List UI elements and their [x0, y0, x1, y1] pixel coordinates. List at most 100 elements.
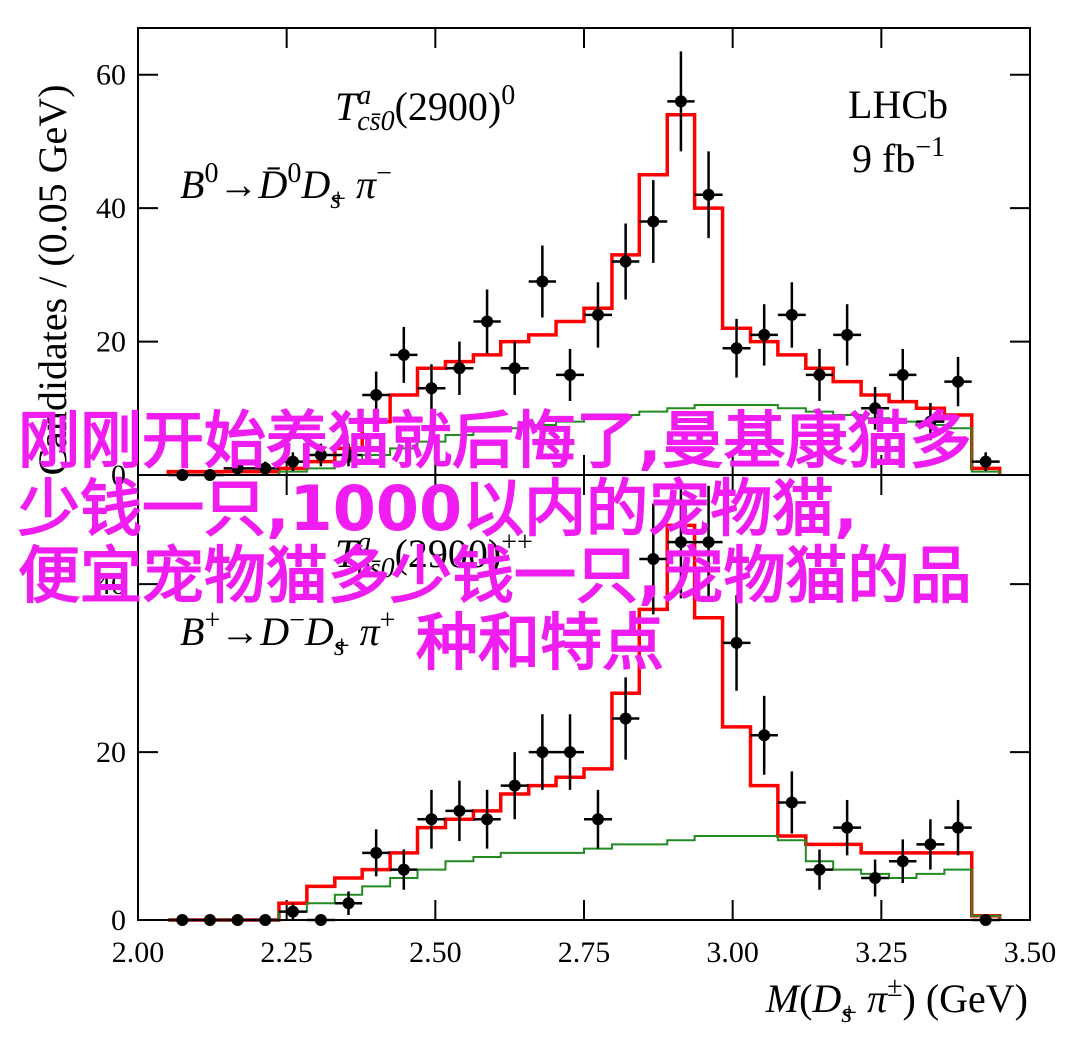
overlay-text: 少钱一只,1000以内的宠物猫, — [18, 472, 858, 545]
text-segment: − — [289, 605, 305, 636]
text-segment: D — [300, 162, 330, 207]
text-segment: + — [841, 998, 857, 1029]
rich-text: 9 fb−1 — [852, 132, 945, 181]
data-point — [702, 536, 715, 549]
text-segment: π — [857, 976, 888, 1021]
data-point — [370, 388, 383, 401]
text-segment: − — [376, 158, 392, 189]
text-segment: (2900) — [395, 84, 502, 129]
data-point — [508, 779, 521, 792]
text-segment: + — [330, 184, 346, 215]
y-tick-label: 40 — [96, 192, 126, 225]
text-segment: D — [304, 609, 334, 654]
data-point — [481, 315, 494, 328]
model-histogram — [168, 835, 1001, 921]
data-point — [453, 804, 466, 817]
overlay-text: 刚刚开始养猫就后悔了,曼基康猫多 — [18, 404, 972, 477]
text-segment: + — [204, 605, 220, 636]
data-point — [425, 382, 438, 395]
experiment-label: LHCb — [848, 82, 948, 127]
text-segment: cs̄0 — [357, 553, 394, 584]
data-point — [536, 275, 549, 288]
data-point — [869, 872, 882, 885]
data-point — [674, 536, 687, 549]
text-segment: ( — [799, 976, 812, 1021]
data-point — [896, 368, 909, 381]
data-point — [564, 746, 577, 759]
overlay-text: 种和特点 — [416, 606, 664, 679]
data-point — [813, 863, 826, 876]
text-segment: s — [841, 998, 852, 1029]
text-segment: a — [357, 80, 371, 111]
data-point — [591, 308, 604, 321]
y-axis-label: Candidates / (0.05 GeV) — [30, 84, 75, 475]
text-segment: 0 — [204, 158, 218, 189]
data-point — [785, 308, 798, 321]
data-point — [286, 905, 299, 918]
data-point — [979, 455, 992, 468]
text-segment: B — [180, 162, 204, 207]
text-segment: 9 fb — [852, 136, 915, 181]
x-tick-label: 3.25 — [855, 936, 908, 969]
y-tick-label: 40 — [96, 568, 126, 601]
text-segment: ++ — [501, 527, 533, 558]
text-segment: 0 — [501, 80, 515, 111]
x-tick-label: 2.25 — [260, 936, 313, 969]
text-segment: M — [765, 976, 802, 1021]
y-tick-label: 0 — [111, 459, 126, 492]
data-point — [314, 448, 327, 461]
x-tick-label: 3.50 — [1004, 936, 1057, 969]
data-point — [370, 846, 383, 859]
data-point — [425, 813, 438, 826]
data-point — [758, 328, 771, 341]
data-point — [619, 712, 632, 725]
model-histogram — [166, 112, 1002, 475]
text-segment: π — [350, 609, 381, 654]
data-point — [342, 448, 355, 461]
text-segment: a — [357, 527, 371, 558]
panel: 0 20 40 60 — [96, 27, 1031, 492]
y-tick-label: 20 — [96, 326, 126, 359]
data-point — [730, 636, 743, 649]
data-point — [231, 462, 244, 475]
text-segment: → — [218, 162, 258, 207]
data-point — [896, 855, 909, 868]
panel: 0 20 40 2.00 2.25 2.50 2.75 3.00 3.25 3.50 — [96, 474, 1057, 969]
text-segment: + — [380, 605, 396, 636]
data-point — [924, 838, 937, 851]
data-point — [397, 863, 410, 876]
text-segment: cs̄0 — [357, 106, 394, 137]
text-segment: D̄ — [257, 162, 287, 207]
data-point — [453, 362, 466, 375]
data-point — [342, 897, 355, 910]
text-segment: ± — [887, 972, 902, 1003]
data-point — [564, 368, 577, 381]
text-segment: T — [335, 531, 360, 576]
rich-text: M(Ds+ π±) (GeV) — [765, 972, 1028, 1029]
data-point — [536, 746, 549, 759]
text-segment: B — [180, 609, 204, 654]
data-point — [259, 462, 272, 475]
text-segment: π — [346, 162, 377, 207]
y-tick-label: 60 — [96, 59, 126, 92]
rich-text: B+→D−Ds+ π+ — [180, 605, 395, 662]
data-point — [619, 255, 632, 268]
text-segment: + — [334, 631, 350, 662]
rich-text: B0→D̄0Ds+ π− — [180, 158, 392, 215]
data-point — [758, 729, 771, 742]
text-segment: 0 — [287, 158, 301, 189]
rich-text: Ta cs̄0(2900)0 — [335, 80, 515, 137]
text-segment: D — [811, 976, 841, 1021]
data-point — [397, 348, 410, 361]
data-point — [730, 342, 743, 355]
text-segment: s — [334, 631, 345, 662]
data-point — [674, 95, 687, 108]
y-tick-label: 20 — [96, 736, 126, 769]
data-point — [869, 402, 882, 415]
data-point — [647, 215, 660, 228]
data-point — [841, 821, 854, 834]
y-tick-label: 0 — [111, 904, 126, 937]
frame — [137, 474, 1031, 921]
data-point — [591, 813, 604, 826]
